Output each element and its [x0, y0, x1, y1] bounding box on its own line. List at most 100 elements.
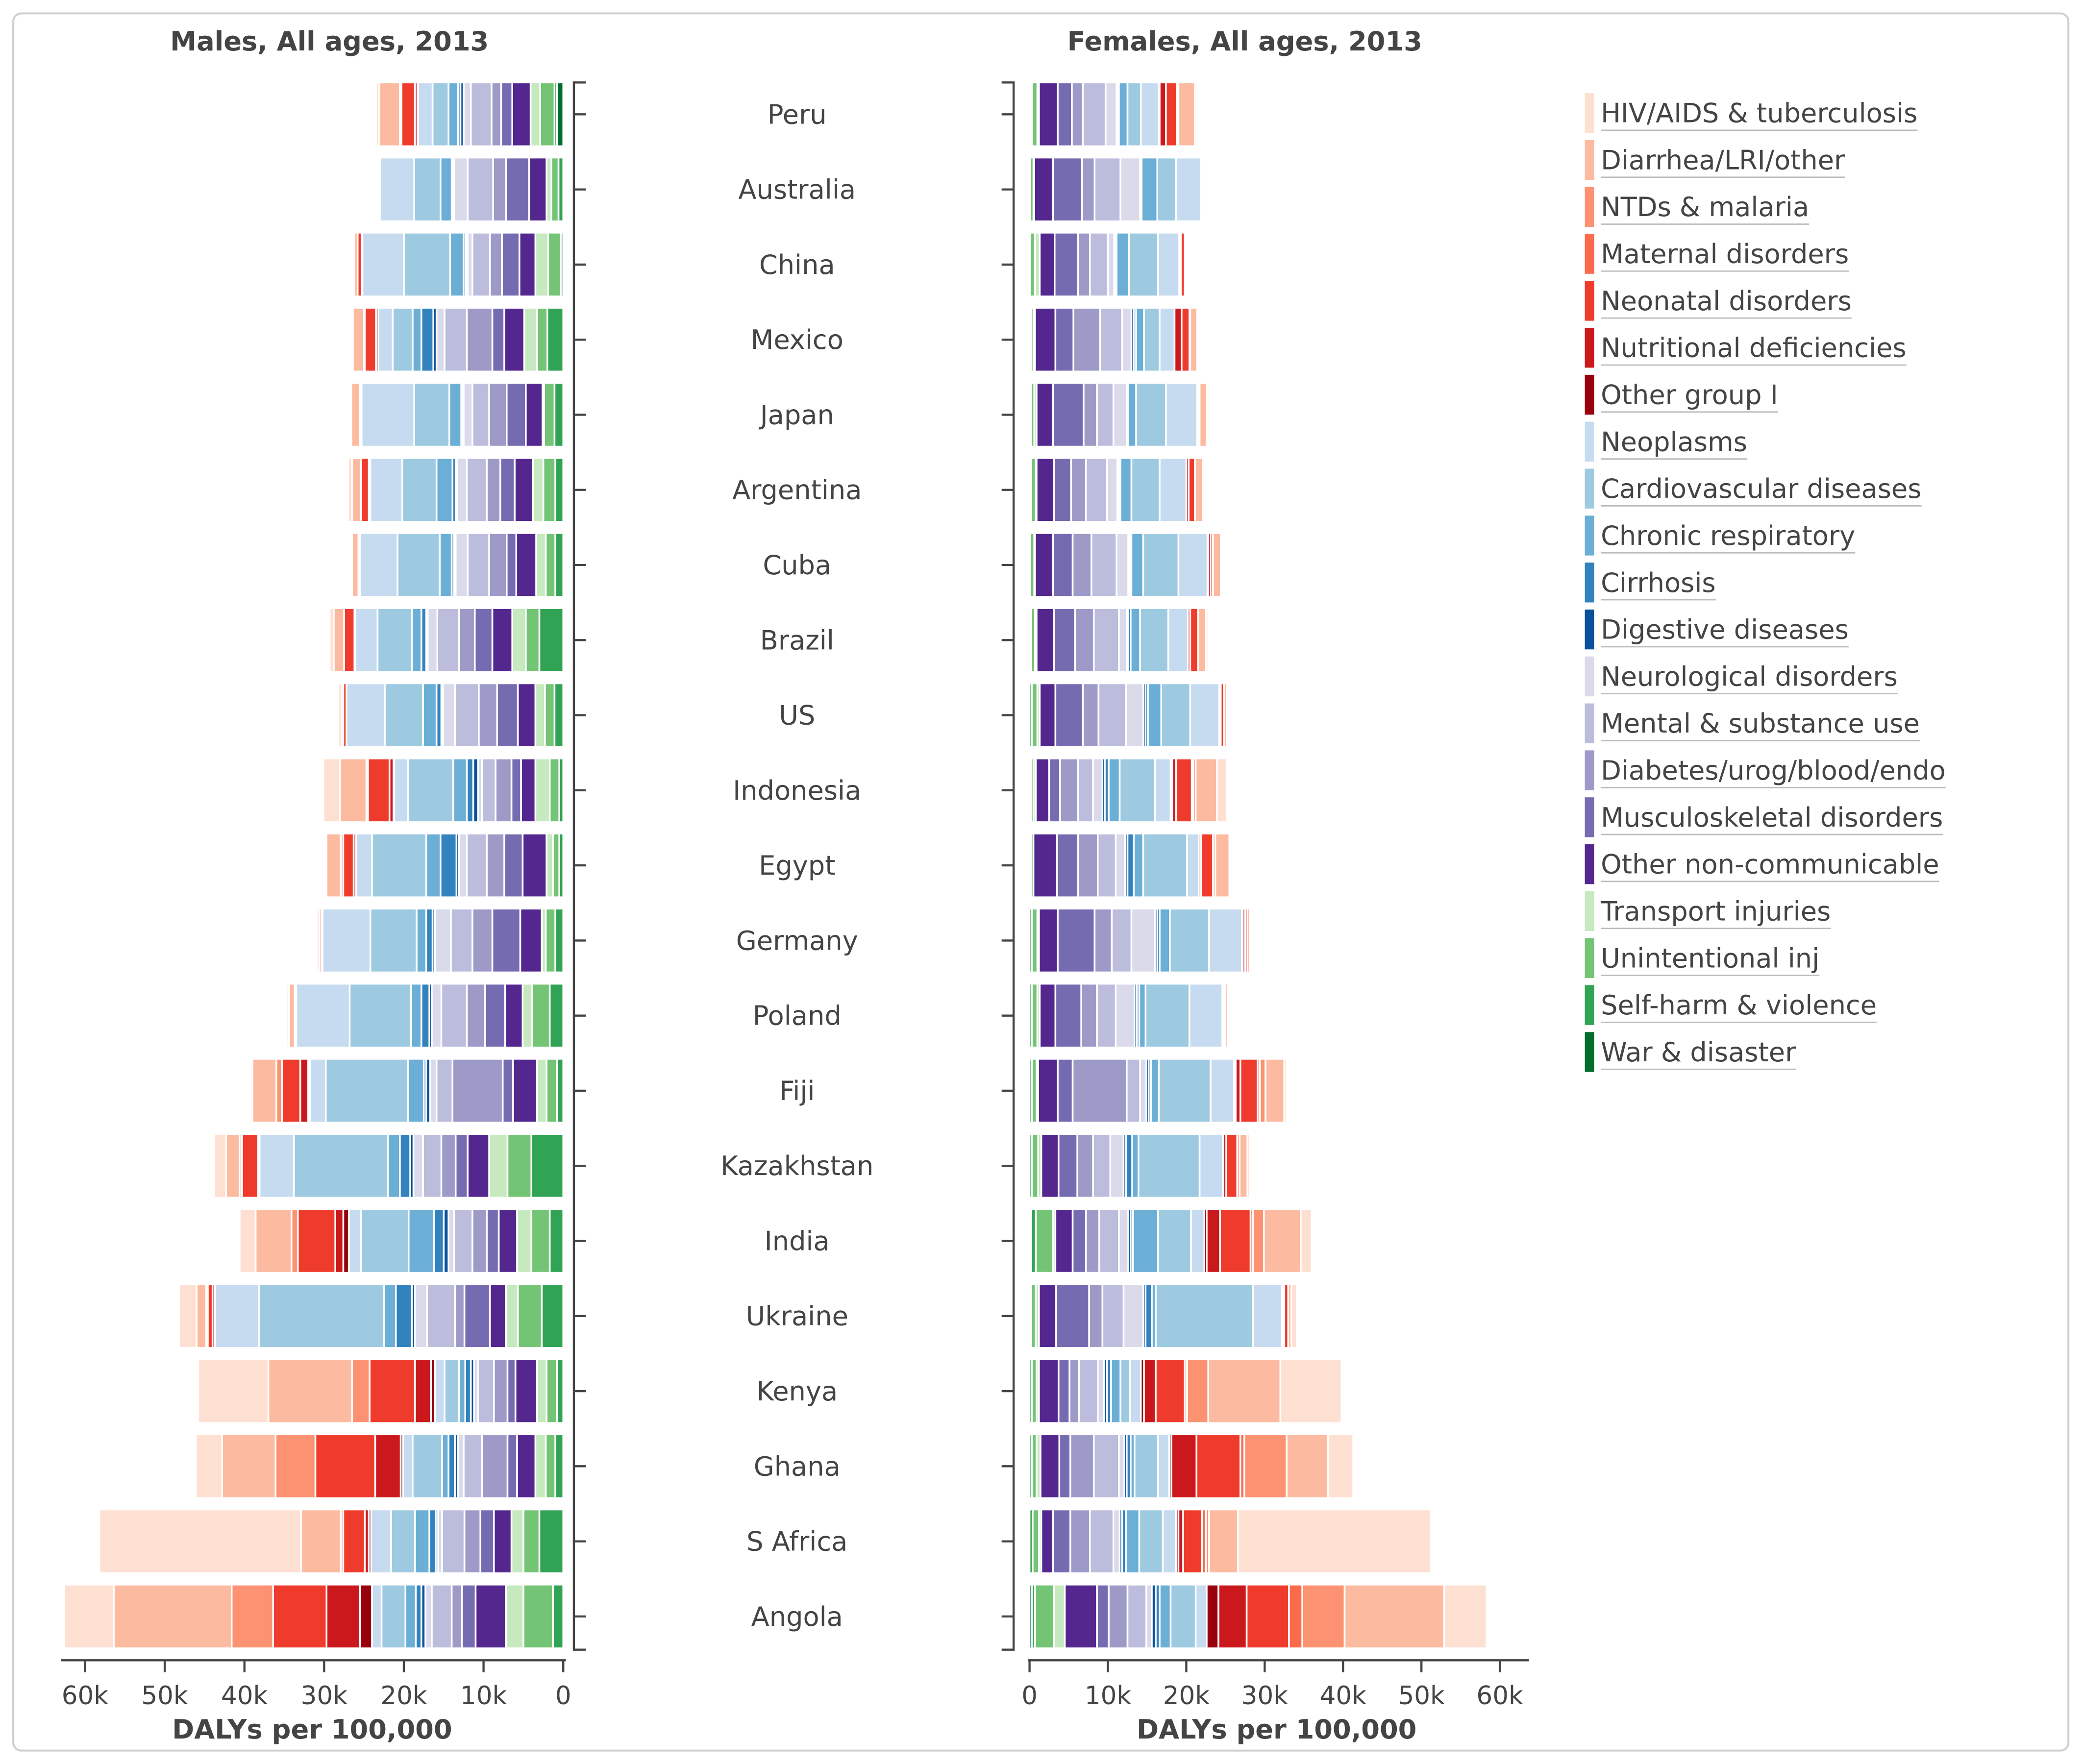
- females-x-tick-label: 50k: [1398, 1681, 1445, 1711]
- male-bar-cuba-diarrhea-lri-other: [351, 532, 360, 598]
- male-bar-cuba-unintentional-inj: [545, 532, 556, 598]
- males-bars: [63, 81, 564, 1649]
- female-bar-peru-diarrhea-lri-other: [1177, 81, 1196, 147]
- male-bar-us-neoplasms: [346, 682, 386, 748]
- female-bar-indonesia-mental-substance-use: [1077, 758, 1094, 823]
- male-bar-kazakhstan-cirrhosis: [399, 1133, 411, 1199]
- female-bar-mexico-neoplasms: [1159, 307, 1176, 372]
- female-bar-india-mental-substance-use: [1098, 1208, 1120, 1274]
- female-bar-us-neurological-disorders: [1125, 682, 1144, 748]
- female-bar-australia-chronic-respiratory: [1141, 156, 1159, 222]
- male-bar-ghana-diarrhea-lri-other: [221, 1433, 276, 1499]
- female-bar-japan-diarrhea-lri-other: [1198, 382, 1208, 448]
- female-bar-peru-mental-substance-use: [1082, 81, 1107, 147]
- female-bar-kazakhstan-hiv-aids-tuberculosis: [1246, 1133, 1251, 1199]
- male-bar-angola-diarrhea-lri-other: [113, 1584, 233, 1649]
- legend-swatch-mental-substance-use: [1585, 703, 1594, 743]
- male-bar-us-musculoskeletal-disorders: [496, 682, 519, 748]
- female-bar-us-cardiovascular-diseases: [1160, 682, 1191, 748]
- male-bar-mexico-musculoskeletal-disorders: [491, 307, 505, 372]
- female-bar-egypt-hiv-aids-tuberculosis: [1228, 833, 1232, 898]
- female-bar-indonesia-cardiovascular-diseases: [1118, 758, 1156, 823]
- female-bar-china-diarrhea-lri-other: [1184, 232, 1188, 297]
- male-bar-australia-hiv-aids-tuberculosis: [376, 156, 379, 222]
- female-bar-japan-mental-substance-use: [1096, 382, 1115, 448]
- male-bar-fiji-diabetes-urog-blood-endo: [451, 1058, 504, 1124]
- legend-swatch-neonatal-disorders: [1585, 281, 1594, 321]
- male-bar-s-africa-unintentional-inj: [522, 1508, 541, 1574]
- female-bar-india-cardiovascular-diseases: [1157, 1208, 1192, 1274]
- country-labels: Peru Australia China Mexico Japan Argentina Cu…: [720, 99, 873, 1632]
- female-bar-s-africa-neoplasms: [1162, 1508, 1177, 1574]
- male-bar-japan-self-harm-violence: [553, 382, 564, 448]
- female-bar-angola-musculoskeletal-disorders: [1096, 1584, 1110, 1649]
- male-bar-australia-neoplasms: [379, 156, 415, 222]
- female-bar-s-africa-cardiovascular-diseases: [1138, 1508, 1164, 1574]
- female-bar-angola-diabetes-urog-blood-endo: [1108, 1584, 1129, 1649]
- legend-swatch-nutritional-deficiencies: [1585, 328, 1594, 368]
- male-bar-china-diabetes-urog-blood-endo: [489, 232, 503, 297]
- female-bar-japan-other-non-communicable: [1036, 382, 1054, 448]
- female-bar-india-musculoskeletal-disorders: [1071, 1208, 1087, 1274]
- male-bar-indonesia-mental-substance-use: [481, 758, 496, 823]
- male-bar-germany-hiv-aids-tuberculosis: [316, 907, 321, 974]
- female-bar-us-hiv-aids-tuberculosis: [1226, 682, 1230, 748]
- female-bar-poland-neoplasms: [1189, 982, 1223, 1049]
- male-bar-ukraine-transport-injuries: [505, 1283, 519, 1349]
- male-bar-india-ntds-malaria: [290, 1208, 299, 1274]
- male-bar-mexico-transport-injuries: [523, 307, 538, 372]
- male-bar-kazakhstan-neurological-disorders: [412, 1133, 424, 1199]
- male-bar-ghana-diabetes-urog-blood-endo: [481, 1433, 509, 1499]
- female-bar-india-ntds-malaria: [1252, 1208, 1265, 1274]
- male-bar-japan-hiv-aids-tuberculosis: [348, 382, 352, 448]
- male-bar-ukraine-hiv-aids-tuberculosis: [178, 1283, 198, 1349]
- male-bar-peru-neoplasms: [417, 81, 434, 147]
- male-bar-brazil-neurological-disorders: [427, 607, 439, 673]
- country-label: US: [779, 700, 815, 731]
- female-bar-kazakhstan-diarrhea-lri-other: [1239, 1133, 1248, 1199]
- males-x-tick-label: 50k: [141, 1681, 188, 1711]
- male-bar-poland-neoplasms: [295, 982, 351, 1049]
- male-bar-ukraine-neurological-disorders: [414, 1283, 428, 1349]
- male-bar-japan-mental-substance-use: [471, 382, 490, 448]
- male-bar-germany-neurological-disorders: [434, 907, 452, 974]
- legend-label-mental-substance-use: Mental & substance use: [1601, 708, 1920, 739]
- female-bar-china-neurological-disorders: [1107, 232, 1116, 297]
- male-bar-germany-cirrhosis: [425, 907, 434, 974]
- female-bar-brazil-neurological-disorders: [1118, 607, 1128, 673]
- legend-swatch-maternal-disorders: [1585, 234, 1594, 274]
- male-bar-germany-other-non-communicable: [519, 907, 543, 974]
- female-bar-argentina-neonatal-disorders: [1188, 457, 1196, 523]
- male-bar-ghana-neoplasms: [402, 1433, 414, 1499]
- male-bar-germany-musculoskeletal-disorders: [491, 907, 521, 974]
- males-x-tick-label: 60k: [62, 1681, 109, 1711]
- male-bar-egypt-other-non-communicable: [521, 833, 547, 898]
- male-bar-mexico-chronic-respiratory: [412, 307, 422, 372]
- male-bar-poland-diabetes-urog-blood-endo: [466, 982, 486, 1049]
- male-bar-germany-chronic-respiratory: [416, 907, 427, 974]
- country-label: Argentina: [732, 475, 862, 506]
- country-label: Fiji: [779, 1076, 815, 1106]
- male-bar-brazil-diarrhea-lri-other: [333, 607, 345, 673]
- male-bar-australia-other-non-communicable: [528, 156, 547, 222]
- female-bar-ghana-diabetes-urog-blood-endo: [1069, 1433, 1095, 1499]
- males-x-tick-label: 0: [555, 1681, 571, 1711]
- female-bar-ghana-ntds-malaria: [1243, 1433, 1288, 1499]
- male-bar-china-musculoskeletal-disorders: [501, 232, 521, 297]
- male-bar-indonesia-cardiovascular-diseases: [407, 758, 454, 823]
- male-bar-brazil-self-harm-violence: [538, 607, 564, 673]
- male-bar-argentina-musculoskeletal-disorders: [499, 457, 516, 523]
- male-bar-mexico-diabetes-urog-blood-endo: [466, 307, 494, 372]
- male-bar-japan-diabetes-urog-blood-endo: [488, 382, 508, 448]
- male-bar-angola-self-harm-violence: [552, 1584, 564, 1649]
- male-bar-kazakhstan-self-harm-violence: [530, 1133, 564, 1199]
- male-bar-egypt-diarrhea-lri-other: [325, 833, 342, 898]
- male-bar-ghana-cardiovascular-diseases: [412, 1433, 443, 1499]
- male-bar-s-africa-musculoskeletal-disorders: [479, 1508, 495, 1574]
- female-bar-ghana-musculoskeletal-disorders: [1058, 1433, 1071, 1499]
- female-bar-ukraine-neurological-disorders: [1122, 1283, 1144, 1349]
- male-bar-ukraine-unintentional-inj: [517, 1283, 543, 1349]
- country-label: Cuba: [763, 550, 831, 581]
- female-bar-poland-other-non-communicable: [1039, 982, 1057, 1049]
- female-bar-germany-cardiovascular-diseases: [1169, 907, 1210, 974]
